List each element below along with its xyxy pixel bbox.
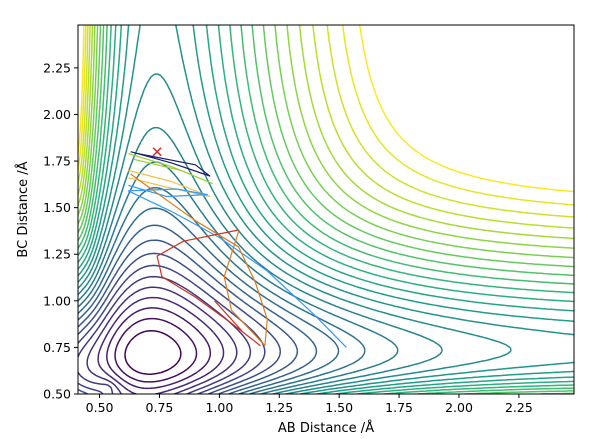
y-tick-label: 1.75 [43, 154, 71, 169]
x-axis-label: AB Distance /Å [278, 420, 374, 436]
start-marker-x [152, 147, 162, 157]
contour-level-26 [78, 25, 574, 240]
y-tick-label: 1.50 [43, 200, 71, 215]
contour-level-3 [106, 307, 212, 390]
y-tick-label: 0.50 [43, 387, 71, 402]
x-tick-label: 2.25 [505, 400, 533, 415]
contour-level-7 [78, 264, 266, 394]
contour-level-29 [78, 25, 574, 206]
contour-level-5 [86, 286, 238, 394]
y-tick-label: 0.75 [43, 340, 71, 355]
x-tick-label: 1.25 [265, 400, 293, 415]
y-tick-label: 2.25 [43, 60, 71, 75]
contour-level-28 [78, 25, 574, 218]
x-axis: 0.50 0.75 1.00 1.25 1.50 1.75 2.00 2.25 [86, 394, 533, 415]
y-axis-label: BC Distance /Å [15, 161, 31, 257]
trajectories [127, 151, 347, 348]
x-tick-label: 1.00 [205, 400, 233, 415]
trajectory-1 [130, 151, 211, 177]
y-tick-label: 1.25 [43, 247, 71, 262]
contour-level-30 [78, 25, 574, 193]
plot-frame [77, 24, 575, 395]
trajectory-4 [127, 184, 347, 348]
trajectory-3 [128, 169, 211, 198]
x-tick-label: 1.50 [325, 400, 353, 415]
y-tick-label: 2.00 [43, 107, 71, 122]
contour-level-24 [78, 25, 574, 259]
x-tick-label: 1.75 [385, 400, 413, 415]
y-axis: 0.50 0.75 1.00 1.25 1.50 1.75 2.00 2.25 [43, 60, 78, 402]
contour-level-4 [97, 296, 225, 394]
start-marker [152, 147, 162, 157]
x-tick-label: 2.00 [445, 400, 473, 415]
contour-level-22 [78, 25, 574, 394]
contour-level-25 [78, 25, 574, 249]
trajectory-5 [130, 173, 268, 347]
trajectory-6 [156, 229, 261, 347]
contour-level-2 [114, 317, 198, 383]
trajectory-2 [128, 153, 213, 184]
x-tick-label: 0.50 [86, 400, 114, 415]
contour-level-1 [124, 330, 182, 375]
x-tick-label: 0.75 [146, 400, 174, 415]
contour-level-23 [78, 25, 574, 394]
contour-level-27 [78, 25, 574, 229]
y-tick-label: 1.00 [43, 293, 71, 308]
